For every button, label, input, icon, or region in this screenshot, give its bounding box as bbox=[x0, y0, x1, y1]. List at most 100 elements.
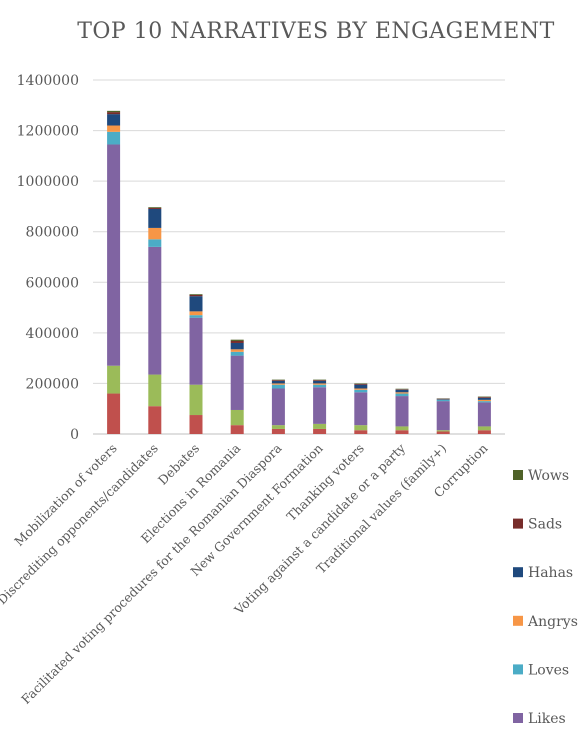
bar-segment-angrys bbox=[107, 125, 121, 132]
bar-segment-series-0 bbox=[436, 431, 450, 434]
bar-segment-angrys bbox=[477, 399, 491, 402]
bar-segment-wows bbox=[107, 110, 121, 113]
y-tick-label: 0 bbox=[70, 427, 79, 443]
bar-segment-loves bbox=[189, 315, 203, 318]
y-tick-label: 1400000 bbox=[17, 73, 79, 89]
bar-segment-angrys bbox=[354, 388, 368, 390]
bar-segment-wows bbox=[189, 294, 203, 295]
bar-segment-wows bbox=[148, 207, 162, 208]
legend-swatch-hahas bbox=[513, 567, 523, 578]
bar-segment-loves bbox=[436, 399, 450, 402]
bar-segment-sads bbox=[477, 397, 491, 398]
y-axis-ticks: 0 200000 400000 600000 800000 1000000 1200000 1… bbox=[17, 73, 79, 443]
bar-segment-loves bbox=[477, 401, 491, 403]
legend-label-wows: Wows bbox=[528, 468, 569, 484]
legend-swatch-angrys bbox=[513, 615, 523, 626]
bar-segment-wows bbox=[395, 388, 409, 390]
x-tick-label: Facilitated voting procedures for the Ro… bbox=[18, 440, 285, 707]
bar-segment-wows bbox=[354, 383, 368, 384]
legend-label-angrys: Angrys bbox=[527, 614, 578, 630]
y-tick-label: 1200000 bbox=[17, 124, 79, 140]
bar-segment-series-0 bbox=[107, 393, 121, 434]
bar-segment-sads bbox=[230, 340, 244, 343]
bar-segment-series-1 bbox=[189, 384, 203, 416]
bar-segment-angrys bbox=[271, 383, 285, 385]
bar-segment-series-0 bbox=[477, 430, 491, 434]
bar-segment-loves bbox=[354, 389, 368, 393]
bar-segment-series-0 bbox=[313, 428, 327, 434]
bar-segment-hahas bbox=[148, 208, 162, 228]
bar-segment-loves bbox=[395, 393, 409, 397]
chart-title: TOP 10 NARRATIVES BY ENGAGEMENT bbox=[77, 19, 555, 44]
bar-segment-hahas bbox=[477, 397, 491, 400]
y-tick-label: 1000000 bbox=[17, 174, 79, 190]
x-tick-label: Thanking voters bbox=[284, 441, 367, 524]
bar-segment-wows bbox=[271, 379, 285, 381]
bar-segment-likes bbox=[313, 387, 327, 424]
bar-segment-sads bbox=[313, 380, 327, 381]
bar-segment-series-1 bbox=[395, 426, 409, 431]
bar-segment-likes bbox=[271, 388, 285, 426]
bar-segment-series-0 bbox=[230, 425, 244, 434]
y-tick-label: 600000 bbox=[26, 275, 79, 291]
bar-segment-hahas bbox=[354, 384, 368, 389]
bar-segment-hahas bbox=[230, 342, 244, 350]
legend-swatch-likes bbox=[513, 713, 523, 723]
bar-segment-sads bbox=[271, 380, 285, 381]
bar-segment-sads bbox=[107, 112, 121, 115]
bars bbox=[107, 110, 491, 434]
bar-segment-hahas bbox=[313, 380, 327, 384]
y-tick-label: 800000 bbox=[26, 225, 79, 241]
y-tick-label: 200000 bbox=[26, 376, 79, 392]
bar-segment-likes bbox=[477, 402, 491, 427]
legend-swatch-wows bbox=[513, 470, 523, 480]
bar-segment-loves bbox=[271, 384, 285, 389]
bar-segment-angrys bbox=[313, 383, 327, 385]
bar-segment-series-1 bbox=[436, 430, 450, 432]
bar-segment-likes bbox=[395, 396, 409, 427]
bar-segment-likes bbox=[107, 144, 121, 366]
bar-segment-hahas bbox=[271, 380, 285, 384]
bar-segment-series-0 bbox=[354, 430, 368, 434]
bar-segment-wows bbox=[230, 339, 244, 341]
bar-segment-angrys bbox=[189, 311, 203, 316]
legend: Wows Sads Hahas Angrys Loves Likes bbox=[513, 468, 578, 727]
bar-segment-series-1 bbox=[477, 426, 491, 431]
legend-swatch-loves bbox=[513, 664, 523, 675]
bar-segment-likes bbox=[436, 401, 450, 431]
bar-segment-sads bbox=[189, 294, 203, 297]
bar-segment-angrys bbox=[230, 349, 244, 352]
bar-segment-series-0 bbox=[189, 415, 203, 434]
bar-segment-hahas bbox=[189, 296, 203, 312]
bar-segment-likes bbox=[230, 355, 244, 410]
bar-segment-series-1 bbox=[148, 374, 162, 407]
bar-segment-series-0 bbox=[148, 406, 162, 434]
bar-segment-loves bbox=[313, 384, 327, 388]
bar-segment-wows bbox=[477, 396, 491, 398]
legend-swatch-sads bbox=[513, 518, 523, 529]
gridlines bbox=[93, 79, 505, 435]
bar-segment-sads bbox=[354, 383, 368, 385]
bar-segment-series-1 bbox=[271, 425, 285, 429]
bar-segment-likes bbox=[189, 317, 203, 385]
bar-segment-angrys bbox=[395, 392, 409, 394]
bar-segment-sads bbox=[395, 389, 409, 390]
bar-segment-angrys bbox=[148, 227, 162, 240]
bar-segment-loves bbox=[107, 131, 121, 145]
bar-segment-hahas bbox=[107, 114, 121, 126]
bar-segment-likes bbox=[354, 392, 368, 426]
bar-segment-hahas bbox=[395, 389, 409, 393]
bar-segment-loves bbox=[230, 351, 244, 356]
legend-label-loves: Loves bbox=[528, 662, 569, 678]
bar-segment-series-1 bbox=[230, 409, 244, 426]
legend-label-likes: Likes bbox=[528, 711, 566, 727]
bar-segment-wows bbox=[313, 379, 327, 381]
legend-label-hahas: Hahas bbox=[528, 565, 573, 581]
bar-segment-hahas bbox=[436, 398, 450, 400]
bar-segment-series-1 bbox=[107, 365, 121, 394]
bar-segment-sads bbox=[148, 207, 162, 209]
legend-label-sads: Sads bbox=[528, 517, 562, 533]
bar-segment-series-1 bbox=[313, 423, 327, 429]
